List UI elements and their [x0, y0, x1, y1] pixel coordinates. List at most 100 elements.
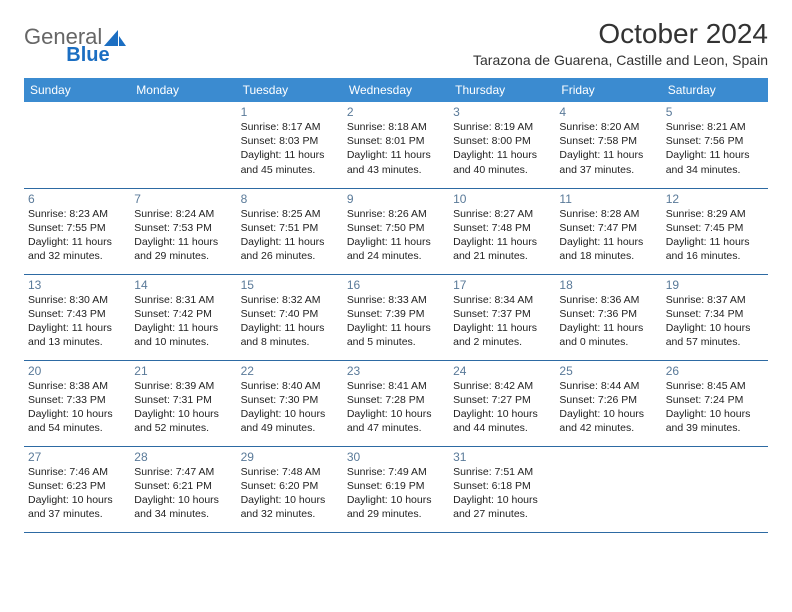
day-details: Sunrise: 7:48 AMSunset: 6:20 PMDaylight:… [241, 465, 339, 522]
day-details: Sunrise: 8:44 AMSunset: 7:26 PMDaylight:… [559, 379, 657, 436]
weekday-header: Monday [130, 78, 236, 102]
day-number: 8 [241, 192, 339, 206]
calendar-cell: 21Sunrise: 8:39 AMSunset: 7:31 PMDayligh… [130, 360, 236, 446]
day-number: 11 [559, 192, 657, 206]
day-details: Sunrise: 8:25 AMSunset: 7:51 PMDaylight:… [241, 207, 339, 264]
day-details: Sunrise: 8:34 AMSunset: 7:37 PMDaylight:… [453, 293, 551, 350]
day-number: 31 [453, 450, 551, 464]
day-number: 23 [347, 364, 445, 378]
day-number: 4 [559, 105, 657, 119]
calendar-cell: 6Sunrise: 8:23 AMSunset: 7:55 PMDaylight… [24, 188, 130, 274]
day-details: Sunrise: 8:37 AMSunset: 7:34 PMDaylight:… [666, 293, 764, 350]
calendar-cell: 18Sunrise: 8:36 AMSunset: 7:36 PMDayligh… [555, 274, 661, 360]
weekday-header: Wednesday [343, 78, 449, 102]
day-number: 20 [28, 364, 126, 378]
calendar-cell: 3Sunrise: 8:19 AMSunset: 8:00 PMDaylight… [449, 102, 555, 188]
day-number: 3 [453, 105, 551, 119]
calendar-cell: 9Sunrise: 8:26 AMSunset: 7:50 PMDaylight… [343, 188, 449, 274]
day-number: 22 [241, 364, 339, 378]
calendar-cell: 22Sunrise: 8:40 AMSunset: 7:30 PMDayligh… [237, 360, 343, 446]
day-number: 24 [453, 364, 551, 378]
day-details: Sunrise: 8:31 AMSunset: 7:42 PMDaylight:… [134, 293, 232, 350]
day-number: 14 [134, 278, 232, 292]
weekday-header: Thursday [449, 78, 555, 102]
day-number: 18 [559, 278, 657, 292]
page-title: October 2024 [473, 18, 768, 50]
day-number: 27 [28, 450, 126, 464]
day-details: Sunrise: 8:29 AMSunset: 7:45 PMDaylight:… [666, 207, 764, 264]
calendar-row: 6Sunrise: 8:23 AMSunset: 7:55 PMDaylight… [24, 188, 768, 274]
calendar-cell: 13Sunrise: 8:30 AMSunset: 7:43 PMDayligh… [24, 274, 130, 360]
calendar-cell: 4Sunrise: 8:20 AMSunset: 7:58 PMDaylight… [555, 102, 661, 188]
calendar-table: SundayMondayTuesdayWednesdayThursdayFrid… [24, 78, 768, 533]
day-details: Sunrise: 8:24 AMSunset: 7:53 PMDaylight:… [134, 207, 232, 264]
day-details: Sunrise: 7:47 AMSunset: 6:21 PMDaylight:… [134, 465, 232, 522]
day-details: Sunrise: 8:27 AMSunset: 7:48 PMDaylight:… [453, 207, 551, 264]
calendar-cell: 8Sunrise: 8:25 AMSunset: 7:51 PMDaylight… [237, 188, 343, 274]
day-details: Sunrise: 8:33 AMSunset: 7:39 PMDaylight:… [347, 293, 445, 350]
day-number: 9 [347, 192, 445, 206]
day-number: 28 [134, 450, 232, 464]
weekday-header: Sunday [24, 78, 130, 102]
day-details: Sunrise: 7:46 AMSunset: 6:23 PMDaylight:… [28, 465, 126, 522]
calendar-cell: 23Sunrise: 8:41 AMSunset: 7:28 PMDayligh… [343, 360, 449, 446]
day-number: 10 [453, 192, 551, 206]
calendar-cell-empty [555, 446, 661, 532]
calendar-cell-empty [130, 102, 236, 188]
day-details: Sunrise: 8:21 AMSunset: 7:56 PMDaylight:… [666, 120, 764, 177]
logo-text-2: Blue [66, 44, 109, 67]
calendar-cell: 17Sunrise: 8:34 AMSunset: 7:37 PMDayligh… [449, 274, 555, 360]
calendar-cell: 7Sunrise: 8:24 AMSunset: 7:53 PMDaylight… [130, 188, 236, 274]
calendar-cell: 27Sunrise: 7:46 AMSunset: 6:23 PMDayligh… [24, 446, 130, 532]
day-number: 12 [666, 192, 764, 206]
calendar-cell: 5Sunrise: 8:21 AMSunset: 7:56 PMDaylight… [662, 102, 768, 188]
day-number: 30 [347, 450, 445, 464]
calendar-cell: 24Sunrise: 8:42 AMSunset: 7:27 PMDayligh… [449, 360, 555, 446]
calendar-cell: 16Sunrise: 8:33 AMSunset: 7:39 PMDayligh… [343, 274, 449, 360]
day-number: 13 [28, 278, 126, 292]
day-details: Sunrise: 7:49 AMSunset: 6:19 PMDaylight:… [347, 465, 445, 522]
calendar-row: 20Sunrise: 8:38 AMSunset: 7:33 PMDayligh… [24, 360, 768, 446]
calendar-cell: 12Sunrise: 8:29 AMSunset: 7:45 PMDayligh… [662, 188, 768, 274]
calendar-header: SundayMondayTuesdayWednesdayThursdayFrid… [24, 78, 768, 102]
weekday-header: Friday [555, 78, 661, 102]
calendar-body: 1Sunrise: 8:17 AMSunset: 8:03 PMDaylight… [24, 102, 768, 532]
calendar-cell: 28Sunrise: 7:47 AMSunset: 6:21 PMDayligh… [130, 446, 236, 532]
calendar-cell: 1Sunrise: 8:17 AMSunset: 8:03 PMDaylight… [237, 102, 343, 188]
day-number: 6 [28, 192, 126, 206]
header: General Blue October 2024 Tarazona de Gu… [24, 18, 768, 68]
calendar-row: 1Sunrise: 8:17 AMSunset: 8:03 PMDaylight… [24, 102, 768, 188]
day-details: Sunrise: 8:17 AMSunset: 8:03 PMDaylight:… [241, 120, 339, 177]
logo: General Blue [24, 18, 148, 50]
title-block: October 2024 Tarazona de Guarena, Castil… [473, 18, 768, 68]
day-details: Sunrise: 8:40 AMSunset: 7:30 PMDaylight:… [241, 379, 339, 436]
calendar-row: 27Sunrise: 7:46 AMSunset: 6:23 PMDayligh… [24, 446, 768, 532]
calendar-cell: 29Sunrise: 7:48 AMSunset: 6:20 PMDayligh… [237, 446, 343, 532]
day-details: Sunrise: 7:51 AMSunset: 6:18 PMDaylight:… [453, 465, 551, 522]
day-details: Sunrise: 8:36 AMSunset: 7:36 PMDaylight:… [559, 293, 657, 350]
day-number: 19 [666, 278, 764, 292]
day-number: 1 [241, 105, 339, 119]
day-number: 2 [347, 105, 445, 119]
calendar-cell: 25Sunrise: 8:44 AMSunset: 7:26 PMDayligh… [555, 360, 661, 446]
day-details: Sunrise: 8:18 AMSunset: 8:01 PMDaylight:… [347, 120, 445, 177]
day-details: Sunrise: 8:42 AMSunset: 7:27 PMDaylight:… [453, 379, 551, 436]
calendar-cell: 15Sunrise: 8:32 AMSunset: 7:40 PMDayligh… [237, 274, 343, 360]
day-details: Sunrise: 8:28 AMSunset: 7:47 PMDaylight:… [559, 207, 657, 264]
calendar-cell: 19Sunrise: 8:37 AMSunset: 7:34 PMDayligh… [662, 274, 768, 360]
day-details: Sunrise: 8:23 AMSunset: 7:55 PMDaylight:… [28, 207, 126, 264]
day-details: Sunrise: 8:20 AMSunset: 7:58 PMDaylight:… [559, 120, 657, 177]
day-number: 17 [453, 278, 551, 292]
calendar-cell: 31Sunrise: 7:51 AMSunset: 6:18 PMDayligh… [449, 446, 555, 532]
calendar-cell: 2Sunrise: 8:18 AMSunset: 8:01 PMDaylight… [343, 102, 449, 188]
weekday-header: Tuesday [237, 78, 343, 102]
day-details: Sunrise: 8:32 AMSunset: 7:40 PMDaylight:… [241, 293, 339, 350]
day-number: 26 [666, 364, 764, 378]
day-number: 7 [134, 192, 232, 206]
day-number: 15 [241, 278, 339, 292]
calendar-cell-empty [24, 102, 130, 188]
day-details: Sunrise: 8:45 AMSunset: 7:24 PMDaylight:… [666, 379, 764, 436]
day-number: 16 [347, 278, 445, 292]
day-details: Sunrise: 8:39 AMSunset: 7:31 PMDaylight:… [134, 379, 232, 436]
calendar-cell: 30Sunrise: 7:49 AMSunset: 6:19 PMDayligh… [343, 446, 449, 532]
